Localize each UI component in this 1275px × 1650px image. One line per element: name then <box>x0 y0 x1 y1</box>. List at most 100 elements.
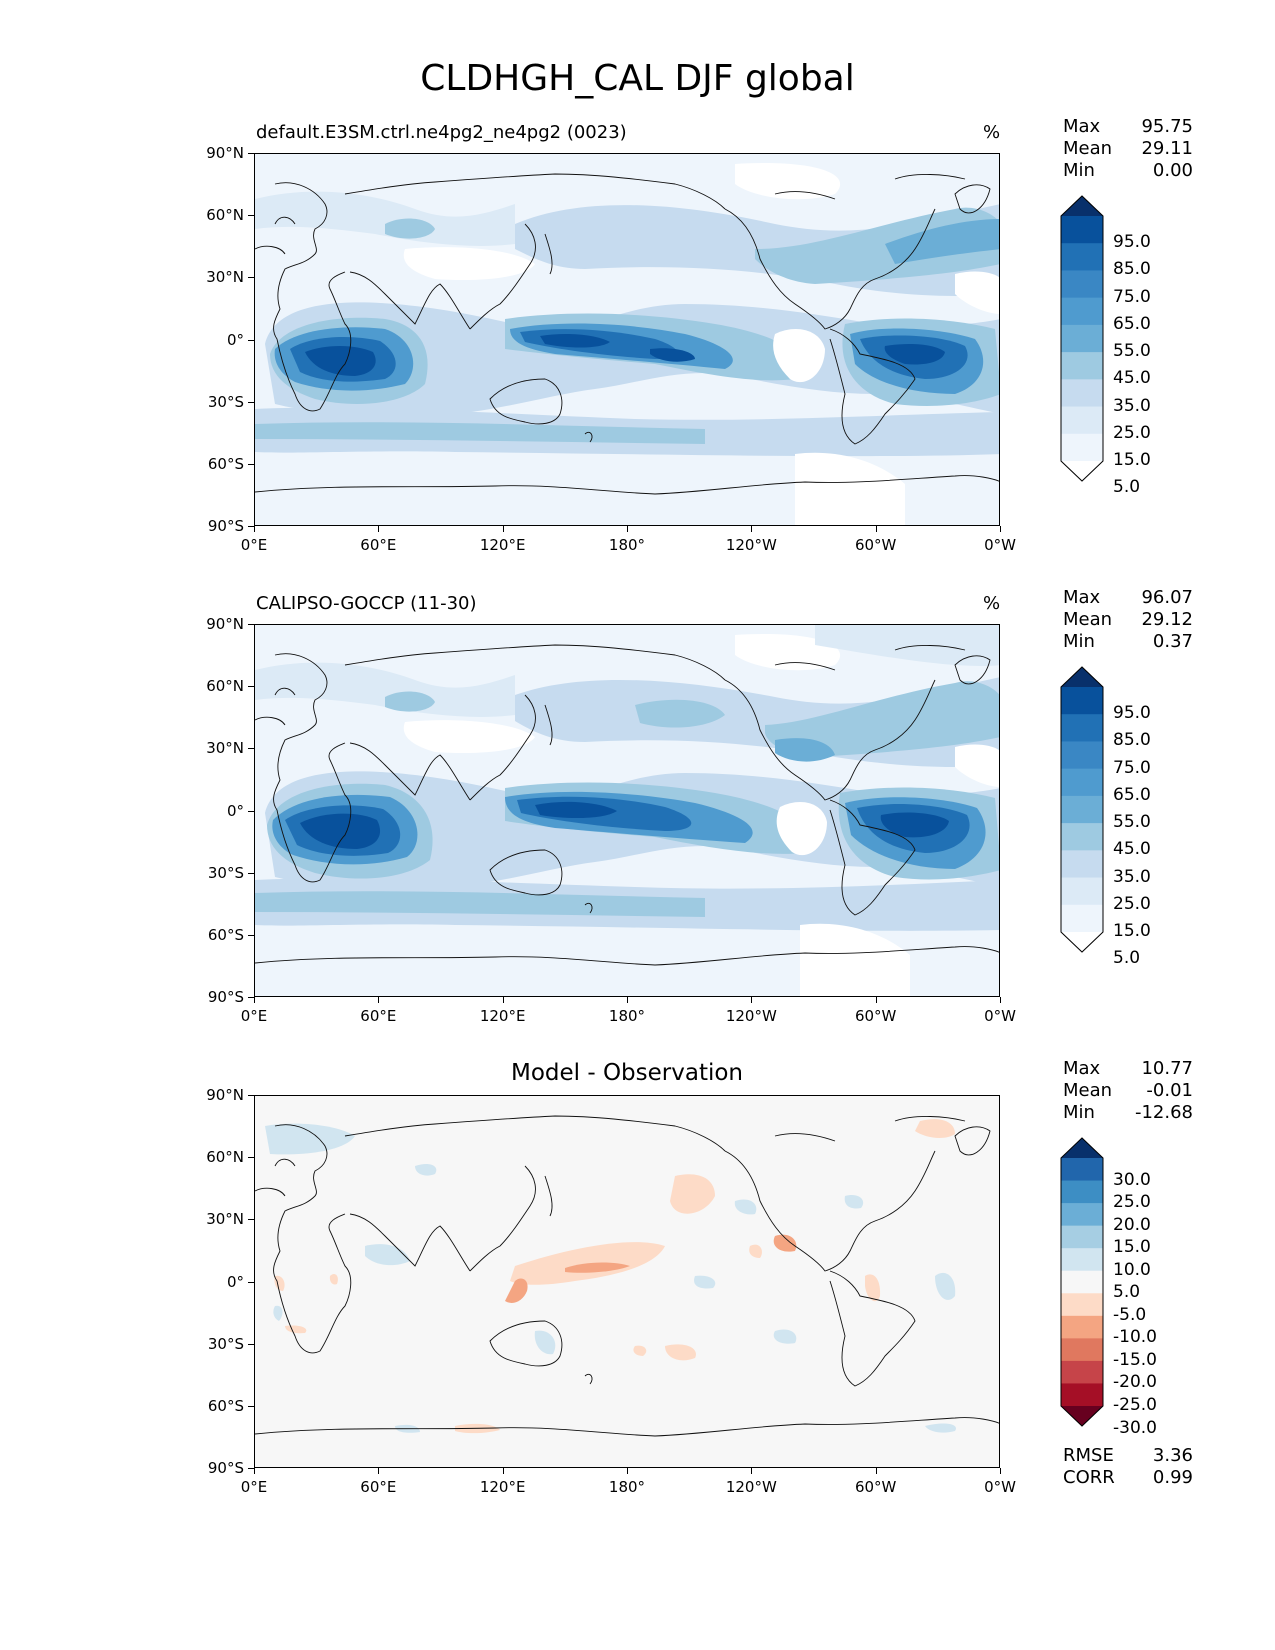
colorbar-tick-label: 25.0 <box>1113 893 1151 914</box>
lon-tick-label: 0°W <box>984 1007 1016 1025</box>
coastline-segment <box>274 1158 296 1167</box>
colorbar-tick-label: 25.0 <box>1113 422 1151 443</box>
lon-tick-label: 60°E <box>360 1007 397 1025</box>
colorbar-tick-label: 55.0 <box>1113 341 1151 362</box>
coastline-segment <box>255 245 286 255</box>
lat-tick-label: 60°S <box>207 454 244 473</box>
colorbar-extend-max <box>1061 667 1103 687</box>
lat-tick-mark <box>248 463 254 465</box>
colorbar-tick-label: 95.0 <box>1113 232 1151 253</box>
coastline-segment <box>774 1133 836 1142</box>
lat-tick-mark <box>248 277 254 279</box>
colorbar-tick-label: 95.0 <box>1113 703 1151 724</box>
colorbar-graphic <box>1060 195 1104 482</box>
lon-tick-label: 180° <box>608 1478 646 1496</box>
map-obs <box>254 624 1000 997</box>
coastline-segment <box>349 1213 471 1272</box>
lon-tick-label: 60°E <box>360 1478 397 1496</box>
stats-model: Max 95.75 Mean 29.11 Min 0.00 <box>1063 116 1193 182</box>
colorbar-bin <box>1061 877 1103 906</box>
colorbar-bin <box>1061 714 1103 742</box>
coastline-segment <box>894 174 966 180</box>
panel-title-obs: CALIPSO-GOCCP (11-30) <box>256 593 477 614</box>
lat-tick-label: 30°N <box>206 1210 244 1229</box>
lat-tick-mark <box>248 526 254 527</box>
map-diff-canvas <box>255 1096 999 1467</box>
colorbar-tick-label: 15.0 <box>1113 1237 1151 1258</box>
stat-min: Min -12.68 <box>1063 1102 1193 1124</box>
colorbar-bin <box>1061 741 1103 770</box>
colorbar-tick-label: 85.0 <box>1113 259 1151 280</box>
colorbar-bin <box>1061 406 1103 435</box>
stat-label: Min <box>1063 1102 1095 1123</box>
lon-tick-label: 180° <box>608 536 646 554</box>
coastlines-diff <box>255 1115 999 1437</box>
lat-tick-mark <box>248 215 254 217</box>
colorbar-tick-label: -15.0 <box>1113 1349 1157 1370</box>
stat-value: 29.11 <box>1141 138 1193 159</box>
lon-tick-mark <box>254 997 255 1003</box>
stats-obs: Max 96.07 Mean 29.12 Min 0.37 <box>1063 587 1193 653</box>
coastline-segment <box>584 902 593 914</box>
coastline-segment <box>489 1320 563 1367</box>
colorbar-graphic <box>1060 666 1104 953</box>
lat-tick-mark <box>248 624 254 625</box>
coastline-segment <box>724 208 936 330</box>
colorbar-tick-label: 25.0 <box>1113 1192 1151 1213</box>
coastline-segment <box>954 655 991 685</box>
stat-min: Min 0.37 <box>1063 631 1193 653</box>
stat-value: 10.77 <box>1141 1058 1193 1079</box>
colorbar-model <box>1060 195 1104 486</box>
stat-label: Max <box>1063 587 1101 608</box>
colorbar-bin <box>1061 270 1103 299</box>
stat-value: 0.99 <box>1152 1467 1193 1488</box>
colorbar-bin <box>1061 379 1103 408</box>
stat-mean: Mean 29.11 <box>1063 138 1193 160</box>
colorbar-bin <box>1061 1158 1103 1182</box>
lat-tick-mark <box>248 748 254 750</box>
lat-tick-mark <box>248 1219 254 1221</box>
stat-max: Max 96.07 <box>1063 587 1193 609</box>
colorbar-bin <box>1061 687 1103 715</box>
colorbar-tick-label: 30.0 <box>1113 1169 1151 1190</box>
colorbar-tick-label: -30.0 <box>1113 1417 1157 1438</box>
coastlines-obs <box>255 644 999 966</box>
coastline-segment <box>544 233 553 275</box>
lon-tick-mark <box>751 997 753 1003</box>
lon-tick-label: 60°W <box>854 1007 897 1025</box>
lon-tick-label: 0°E <box>240 1007 268 1025</box>
lat-tick-mark <box>248 401 254 403</box>
colorbar-graphic <box>1060 1137 1104 1427</box>
coastline-segment <box>344 1115 726 1152</box>
colorbar-bin <box>1061 1248 1103 1272</box>
lon-tick-mark <box>627 526 628 532</box>
lat-tick-label: 0° <box>226 801 244 820</box>
colorbar-bin <box>1061 1360 1103 1384</box>
lat-tick-label: 30°S <box>207 863 244 882</box>
colorbar-bin <box>1061 904 1103 933</box>
stat-value: 29.12 <box>1141 609 1193 630</box>
coastline-segment <box>774 191 836 200</box>
coastline-segment <box>255 475 999 495</box>
colorbar-extend-min <box>1061 932 1103 952</box>
coastline-segment <box>255 1187 286 1197</box>
lat-tick-mark <box>248 1281 254 1283</box>
coastline-segment <box>724 679 936 801</box>
coastline-segment <box>544 1175 553 1217</box>
lat-tick-label: 0° <box>226 330 244 349</box>
coastlines-model <box>255 173 999 495</box>
lat-tick-label: 90°N <box>206 144 244 162</box>
colorbar-bin <box>1061 1270 1103 1294</box>
colorbar-bin <box>1061 850 1103 879</box>
lon-tick-mark <box>751 526 753 532</box>
lon-tick-mark <box>378 526 380 532</box>
lon-tick-label: 120°E <box>479 536 526 554</box>
colorbar-obs <box>1060 666 1104 957</box>
lon-tick-label: 120°W <box>725 1478 777 1496</box>
lat-tick-mark <box>248 1157 254 1159</box>
coastline-segment <box>469 694 536 801</box>
stat-mean: Mean 29.12 <box>1063 609 1193 631</box>
figure-title: CLDHGH_CAL DJF global <box>420 58 855 99</box>
units-label-obs: % <box>983 593 1001 614</box>
colorbar-bin <box>1061 1225 1103 1249</box>
